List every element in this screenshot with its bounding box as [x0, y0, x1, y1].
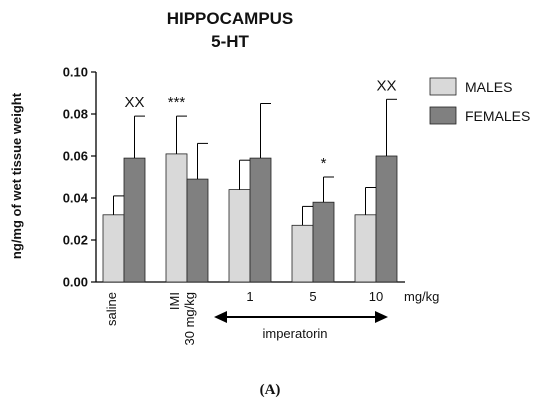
error-bars — [113, 98, 397, 226]
legend-label: MALES — [465, 79, 512, 95]
axes: 0.00 0.02 0.04 0.06 0.08 0.10 — [63, 65, 405, 290]
x-tick-label: 30 mg/kg — [182, 292, 197, 345]
x-tick-label: saline — [104, 292, 119, 326]
significance-mark: *** — [168, 94, 186, 111]
x-unit-label: mg/kg — [404, 289, 439, 304]
bar-males — [291, 224, 314, 283]
y-axis-label: ng/mg of wet tissue weight — [9, 92, 24, 259]
legend-swatch — [429, 106, 457, 125]
bar-females — [312, 201, 335, 283]
bars — [102, 153, 398, 283]
chart-subtitle: 5-HT — [211, 32, 249, 51]
significance-mark: XX — [376, 77, 396, 94]
panel-label: (A) — [260, 382, 281, 398]
legend-label: FEMALES — [465, 108, 530, 124]
x-tick-label: IMI — [167, 292, 182, 310]
legend: MALES FEMALES — [429, 77, 530, 125]
bar-females — [123, 157, 146, 283]
x-tick-labels: saline IMI 30 mg/kg 1 5 10 — [104, 289, 383, 345]
group-label: imperatorin — [262, 326, 327, 341]
x-tick-label: 10 — [369, 289, 383, 304]
chart-title: HIPPOCAMPUS — [167, 9, 294, 28]
bar-males — [228, 189, 251, 283]
bar-males — [354, 214, 377, 283]
imperatorin-range-arrow — [214, 311, 388, 323]
significance-marks: XX ****XX — [124, 77, 396, 172]
y-tick-label: 0.02 — [63, 233, 88, 248]
significance-mark: XX — [124, 94, 144, 111]
bar-females — [186, 178, 209, 283]
legend-swatch — [429, 77, 457, 96]
x-tick-label: 1 — [246, 289, 253, 304]
arrow-head-right — [375, 311, 388, 323]
y-tick-label: 0.04 — [63, 191, 89, 206]
y-tick-label: 0.06 — [63, 149, 88, 164]
arrow-head-left — [214, 311, 227, 323]
bar-males — [165, 153, 188, 283]
bar-males — [102, 214, 125, 283]
y-tick-label: 0.00 — [63, 275, 88, 290]
y-tick-label: 0.10 — [63, 65, 88, 80]
x-tick-label: 5 — [309, 289, 316, 304]
bar-females — [249, 157, 272, 283]
significance-mark: * — [321, 155, 327, 172]
bar-females — [375, 155, 398, 283]
y-tick-label: 0.08 — [63, 107, 88, 122]
